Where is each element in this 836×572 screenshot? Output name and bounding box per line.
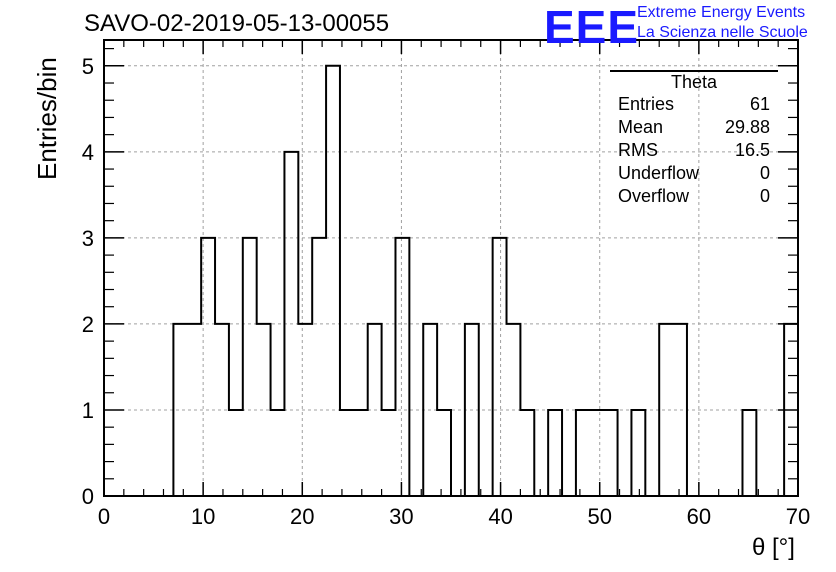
chart-title: SAVO-02-2019-05-13-00055 xyxy=(84,10,390,37)
stats-label: Overflow xyxy=(618,186,690,206)
y-tick-label: 5 xyxy=(82,54,94,79)
stats-row-entries: Entries 61 xyxy=(610,93,778,116)
x-axis-label: θ [°] xyxy=(752,534,795,561)
stats-value: 29.88 xyxy=(724,117,770,137)
stats-label: Underflow xyxy=(618,163,700,183)
y-tick-label: 2 xyxy=(82,312,94,337)
stats-box: Theta Entries 61 Mean 29.88 RMS 16.5 Underf… xyxy=(610,70,778,208)
stats-value: 16.5 xyxy=(734,140,770,160)
stats-value: 0 xyxy=(759,163,770,183)
stats-separator xyxy=(610,70,778,72)
y-tick-label: 1 xyxy=(82,398,94,423)
stats-label: Mean xyxy=(618,117,664,137)
x-tick-label: 50 xyxy=(587,504,611,529)
x-tick-label: 20 xyxy=(290,504,314,529)
stats-row-underflow: Underflow 0 xyxy=(610,162,778,185)
y-axis-label: Entries/bin xyxy=(32,57,62,180)
logo-line-1: Extreme Energy Events xyxy=(637,4,806,21)
x-tick-label: 40 xyxy=(488,504,512,529)
stats-value: 61 xyxy=(749,94,770,114)
histogram-line xyxy=(104,64,798,497)
stats-row-rms: RMS 16.5 xyxy=(610,139,778,162)
y-tick-label: 0 xyxy=(82,484,94,509)
stats-label: Entries xyxy=(618,94,675,114)
stats-label: RMS xyxy=(618,140,658,160)
x-tick-label: 0 xyxy=(98,504,110,529)
y-tick-label: 4 xyxy=(82,140,94,165)
stats-value: 0 xyxy=(759,186,770,206)
stats-row-mean: Mean 29.88 xyxy=(610,116,778,139)
y-tick-label: 3 xyxy=(82,226,94,251)
eee-logo: EEE xyxy=(544,1,640,53)
x-tick-label: 70 xyxy=(786,504,810,529)
x-tick-label: 60 xyxy=(687,504,711,529)
stats-row-overflow: Overflow 0 xyxy=(610,185,778,208)
plot-frame xyxy=(103,39,799,497)
stats-title: Theta xyxy=(670,72,718,92)
x-tick-label: 30 xyxy=(389,504,413,529)
x-tick-label: 10 xyxy=(191,504,215,529)
tick-labels: 0 10 20 30 40 50 60 70 0 1 2 3 4 5 xyxy=(82,54,810,529)
logo-line-2: La Scienza nelle Scuole xyxy=(637,24,808,41)
